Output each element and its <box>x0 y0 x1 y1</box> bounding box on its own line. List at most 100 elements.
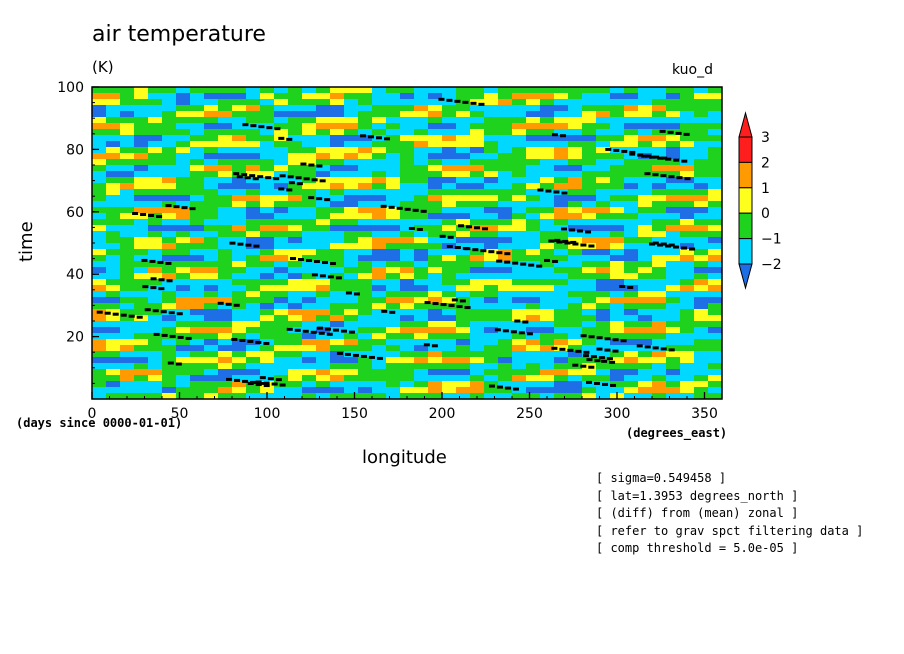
field-cell <box>372 357 387 364</box>
field-cell <box>344 291 359 298</box>
field-cell <box>610 297 625 304</box>
field-cell <box>204 327 219 334</box>
field-cell <box>512 249 527 256</box>
field-cell <box>512 99 527 106</box>
field-cell <box>218 315 233 322</box>
field-cell <box>554 387 569 394</box>
field-cell <box>694 315 709 322</box>
field-cell <box>652 279 667 286</box>
threshold-mark <box>287 175 294 179</box>
field-cell <box>246 111 261 118</box>
field-cell <box>288 309 303 316</box>
threshold-mark <box>588 335 595 339</box>
field-cell <box>470 351 485 358</box>
threshold-mark <box>594 381 601 385</box>
field-cell <box>568 219 583 226</box>
field-cell <box>568 117 583 124</box>
field-cell <box>344 393 359 399</box>
field-cell <box>610 315 625 322</box>
field-cell <box>568 201 583 208</box>
field-cell <box>344 111 359 118</box>
threshold-mark <box>404 207 411 211</box>
field-cell <box>428 357 443 364</box>
threshold-mark <box>660 174 667 178</box>
field-cell <box>302 201 317 208</box>
field-cell <box>694 141 709 148</box>
field-cell <box>274 177 289 184</box>
field-cell <box>456 255 471 262</box>
field-cell <box>568 237 583 244</box>
field-cell <box>708 243 722 250</box>
field-cell <box>246 369 261 376</box>
field-cell <box>162 189 177 196</box>
field-cell <box>134 261 149 268</box>
field-cell <box>148 261 163 268</box>
field-cell <box>554 393 569 399</box>
field-cell <box>288 153 303 160</box>
field-cell <box>134 309 149 316</box>
field-cell <box>582 321 597 328</box>
field-cell <box>218 345 233 352</box>
field-cell <box>358 387 373 394</box>
field-cell <box>232 297 247 304</box>
field-cell <box>498 333 513 340</box>
field-cell <box>652 117 667 124</box>
field-cell <box>204 141 219 148</box>
field-cell <box>400 267 415 274</box>
field-cell <box>470 153 485 160</box>
field-cell <box>302 321 317 328</box>
field-cell <box>624 255 639 262</box>
field-cell <box>288 345 303 352</box>
field-cell <box>358 243 373 250</box>
field-cell <box>582 297 597 304</box>
field-cell <box>176 123 191 130</box>
field-cell <box>344 339 359 346</box>
field-cell <box>568 129 583 136</box>
threshold-mark <box>290 257 297 261</box>
field-cell <box>610 243 625 250</box>
field-cell <box>470 117 485 124</box>
field-cell <box>288 363 303 370</box>
field-cell <box>344 351 359 358</box>
field-cell <box>456 327 471 334</box>
field-cell <box>218 123 233 130</box>
field-cell <box>148 279 163 286</box>
field-cell <box>92 105 107 112</box>
field-cell <box>288 339 303 346</box>
field-cell <box>596 189 611 196</box>
field-cell <box>568 267 583 274</box>
field-cell <box>428 105 443 112</box>
field-cell <box>582 231 597 238</box>
field-cell <box>610 327 625 334</box>
field-cell <box>708 99 722 106</box>
field-cell <box>484 387 499 394</box>
field-cell <box>680 255 695 262</box>
field-cell <box>148 327 163 334</box>
field-cell <box>638 183 653 190</box>
field-cell <box>624 315 639 322</box>
field-cell <box>400 375 415 382</box>
field-cell <box>624 369 639 376</box>
field-cell <box>358 345 373 352</box>
field-cell <box>176 171 191 178</box>
field-cell <box>218 333 233 340</box>
field-cell <box>344 369 359 376</box>
field-cell <box>120 285 135 292</box>
field-cell <box>386 303 401 310</box>
field-cell <box>162 87 177 94</box>
field-cell <box>470 303 485 310</box>
field-cell <box>652 165 667 172</box>
field-cell <box>428 243 443 250</box>
field-cell <box>638 351 653 358</box>
field-cell <box>680 375 695 382</box>
field-cell <box>526 369 541 376</box>
field-cell <box>400 345 415 352</box>
field-cell <box>624 219 639 226</box>
field-cell <box>638 333 653 340</box>
field-cell <box>106 153 121 160</box>
field-cell <box>512 177 527 184</box>
field-cell <box>596 177 611 184</box>
field-cell <box>274 261 289 268</box>
field-cell <box>638 267 653 274</box>
field-cell <box>498 129 513 136</box>
